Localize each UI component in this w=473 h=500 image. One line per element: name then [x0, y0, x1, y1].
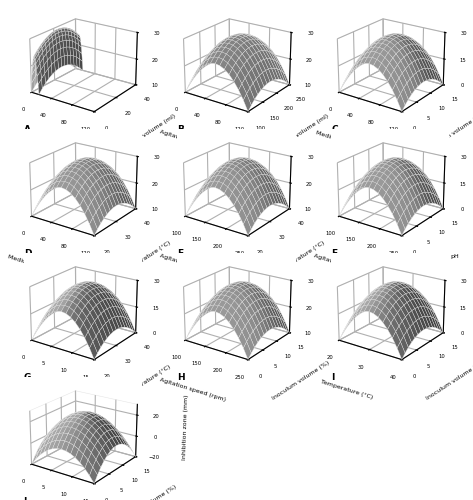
Y-axis label: Medium volume (ml): Medium volume (ml) [119, 113, 176, 152]
Y-axis label: Inoculum volume (%): Inoculum volume (%) [272, 360, 331, 401]
Y-axis label: Temperature (°C): Temperature (°C) [123, 364, 172, 398]
X-axis label: pH: pH [35, 388, 43, 392]
Text: H: H [177, 374, 185, 382]
X-axis label: Agitation speed (rpm): Agitation speed (rpm) [159, 378, 226, 402]
Y-axis label: Medium volume (ml): Medium volume (ml) [272, 113, 330, 152]
Text: D: D [24, 250, 31, 258]
Y-axis label: Inoculum volume (%): Inoculum volume (%) [118, 484, 177, 500]
X-axis label: Medium volume (ml): Medium volume (ml) [315, 130, 378, 154]
Y-axis label: Temperature (°C): Temperature (°C) [123, 240, 172, 274]
X-axis label: Medium volume (ml): Medium volume (ml) [7, 254, 70, 278]
Y-axis label: Temperature (°C): Temperature (°C) [277, 240, 325, 274]
Text: F: F [331, 250, 337, 258]
X-axis label: Temperature (°C): Temperature (°C) [320, 380, 373, 400]
Text: G: G [24, 374, 31, 382]
Y-axis label: pH: pH [451, 254, 459, 259]
X-axis label: Agitation speed (rpm): Agitation speed (rpm) [159, 254, 226, 278]
Text: A: A [24, 126, 31, 134]
Text: E: E [177, 250, 184, 258]
Text: C: C [331, 126, 338, 134]
X-axis label: pH: pH [35, 140, 43, 144]
X-axis label: Agitation speed (rpm): Agitation speed (rpm) [159, 130, 226, 154]
X-axis label: Agitation speed (rpm): Agitation speed (rpm) [313, 254, 380, 278]
Text: B: B [177, 126, 184, 134]
Text: I: I [331, 374, 334, 382]
Y-axis label: Inoculum volume (%): Inoculum volume (%) [426, 360, 473, 401]
Y-axis label: Inoculum volume (%): Inoculum volume (%) [426, 112, 473, 153]
Text: J: J [24, 498, 27, 500]
